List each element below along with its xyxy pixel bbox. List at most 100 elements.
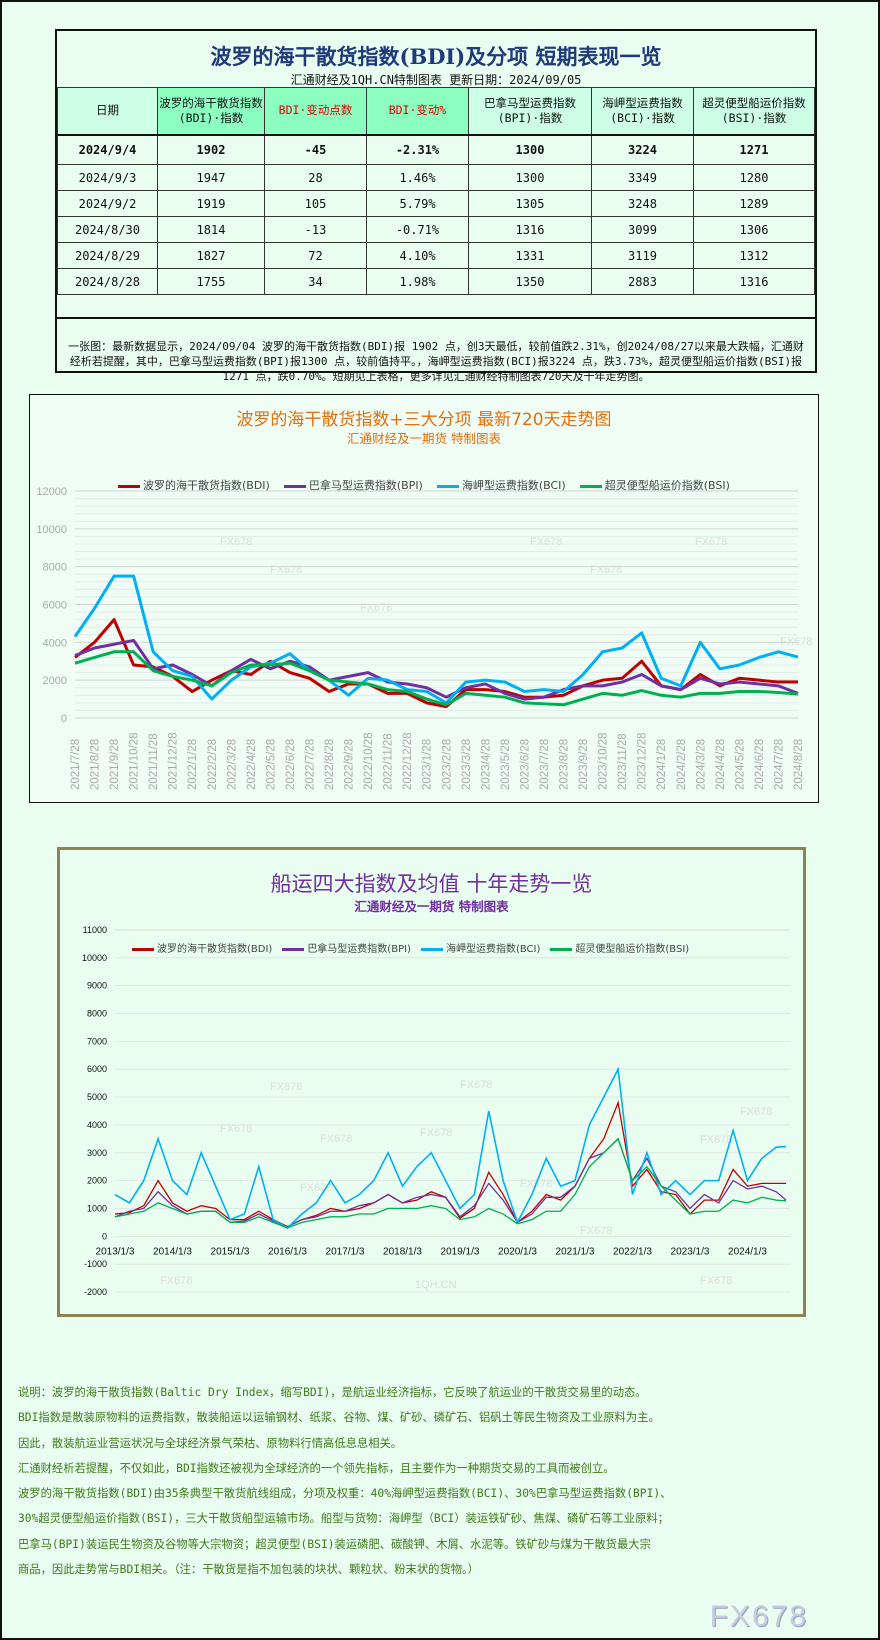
cell-bpi: 1350 <box>468 268 592 295</box>
series-line-bdi <box>114 1100 787 1228</box>
cell-bci: 2883 <box>591 268 694 295</box>
x-tick-label: 2023/12/28 <box>637 732 649 790</box>
cell-date: 2024/9/4 <box>57 133 158 165</box>
x-tick-label: 2022/8/28 <box>324 739 336 790</box>
x-tick-label: 2021/12/28 <box>168 732 180 790</box>
chart1-legend: 波罗的海干散货指数(BDI) 巴拿马型运费指数(BPI) 海岬型运费指数(BCI… <box>118 477 730 493</box>
legend-label: 波罗的海干散货指数(BDI) <box>143 479 270 492</box>
legend-item-bci: 海岬型运费指数(BCI) <box>436 477 566 493</box>
y-tick-label: 8000 <box>87 1009 107 1019</box>
x-tick-label: 2021/9/28 <box>109 739 121 790</box>
table-row: 2024/8/30 1814 -13 -0.71% 1316 3099 1306 <box>57 216 815 243</box>
cell-bdi: 1814 <box>157 216 265 243</box>
watermark: FX678 <box>695 536 727 548</box>
cell-bsi: 1280 <box>693 164 815 191</box>
cell-date: 2024/8/30 <box>57 216 158 243</box>
header-bdi: 波罗的海干散货指数(BDI)·指数 <box>157 87 265 135</box>
watermark: FX678 <box>590 564 622 576</box>
header-bdi-change-pct: BDI·变动% <box>366 87 469 135</box>
cell-bsi: 1316 <box>693 268 815 295</box>
table-row: 2024/9/2 1919 105 5.79% 1305 3248 1289 <box>57 190 815 217</box>
note-line: 巴拿马(BPI)装运民生物资及谷物等大宗物资；超灵便型(BSI)装运磷肥、碳酸钾… <box>18 1537 651 1551</box>
x-tick-label: 2023/6/28 <box>519 739 531 790</box>
cell-change: 28 <box>264 164 367 191</box>
cell-change-pct: -0.71% <box>366 216 469 243</box>
y-tick-label: 10000 <box>36 524 67 536</box>
note-line: 商品，因此走势常与BDI相关。（注：干散货是指不加包装的块状、颗粒状、粉末状的货… <box>18 1563 479 1577</box>
watermark: FX678 <box>160 1275 192 1287</box>
y-tick-label: 5000 <box>87 1092 107 1102</box>
table-title: 波罗的海干散货指数(BDI)及分项 短期表现一览 <box>210 44 662 69</box>
cell-bsi: 1271 <box>693 133 815 165</box>
x-tick-label: 2019/1/3 <box>441 1246 480 1257</box>
x-tick-label: 2022/1/3 <box>613 1246 652 1257</box>
x-tick-label: 2023/1/28 <box>422 739 434 790</box>
x-tick-label: 2022/3/28 <box>226 739 238 790</box>
x-tick-label: 2024/2/28 <box>676 739 688 790</box>
legend-label: 波罗的海干散货指数(BDI) <box>157 944 273 955</box>
explanation-notes: 说明：波罗的海干散货指数(Baltic Dry Index，缩写BDI)，是航运… <box>18 1380 672 1582</box>
chart2-title: 船运四大指数及均值 十年走势一览 <box>270 872 593 896</box>
x-tick-label: 2021/1/3 <box>556 1246 595 1257</box>
watermark: FX678 <box>270 1081 302 1093</box>
y-tick-label: 10000 <box>82 953 107 963</box>
y-tick-label: 1000 <box>87 1203 107 1213</box>
legend-label: 巴拿马型运费指数(BPI) <box>307 944 411 955</box>
watermark: FX678 <box>780 636 812 648</box>
note-line: 因此，散装航运业营运状况与全球经济景气荣枯、原物料行情高低息息相关。 <box>18 1436 403 1450</box>
cell-bdi: 1827 <box>157 242 265 269</box>
y-tick-label: 4000 <box>43 637 67 649</box>
cell-date: 2024/8/29 <box>57 242 158 269</box>
x-tick-label: 2023/11/28 <box>617 733 629 790</box>
x-tick-label: 2021/7/28 <box>70 739 82 790</box>
header-bdi-change: BDI·变动点数 <box>264 87 367 135</box>
legend-item-bpi: 巴拿马型运费指数(BPI) <box>282 940 411 955</box>
x-tick-label: 2022/10/28 <box>363 732 375 790</box>
x-tick-label: 2022/2/28 <box>207 739 219 790</box>
y-tick-label: -2000 <box>84 1287 107 1297</box>
cell-change-pct: 1.98% <box>366 268 469 295</box>
watermark: FX678 <box>700 1134 732 1146</box>
chart2-legend: 波罗的海干散货指数(BDI) 巴拿马型运费指数(BPI) 海岬型运费指数(BCI… <box>132 940 689 955</box>
legend-label: 超灵便型船运价指数(BSI) <box>604 479 730 492</box>
watermark: FX678 <box>460 1079 492 1091</box>
table-row: 2024/9/3 1947 28 1.46% 1300 3349 1280 <box>57 164 815 191</box>
note-line: 30%超灵便型船运价指数(BSI)，三大干散货船型运输市场。船型与货物：海岬型（… <box>18 1512 669 1526</box>
cell-bsi: 1312 <box>693 242 815 269</box>
x-tick-label: 2023/9/28 <box>578 739 590 790</box>
cell-bdi: 1919 <box>157 190 265 217</box>
x-tick-label: 2022/11/28 <box>383 733 395 790</box>
fx678-logo: FX678 <box>709 1600 808 1633</box>
cell-change: -13 <box>264 216 367 243</box>
x-tick-label: 2018/1/3 <box>383 1246 422 1257</box>
legend-label: 海岬型运费指数(BCI) <box>445 944 541 955</box>
cell-bpi: 1331 <box>468 242 592 269</box>
index-table: 日期 波罗的海干散货指数(BDI)·指数 BDI·变动点数 BDI·变动% 巴拿… <box>57 87 815 295</box>
cell-date: 2024/9/2 <box>57 190 158 217</box>
y-tick-label: 2000 <box>43 675 67 687</box>
note-line: 波罗的海干散货指数(BDI)由35条典型干散货航线组成，分项及权重：40%海岬型… <box>18 1487 672 1501</box>
y-tick-label: 6000 <box>87 1064 107 1074</box>
x-tick-label: 2024/1/3 <box>728 1246 767 1257</box>
y-tick-label: 2000 <box>87 1176 107 1186</box>
series-line-bpi <box>114 1137 787 1228</box>
x-tick-label: 2017/1/3 <box>326 1246 365 1257</box>
note-line: BDI指数是散装原物料的运费指数，散装船运以运输钢材、纸浆、谷物、煤、矿砂、磷矿… <box>18 1411 660 1425</box>
watermark: FX678 <box>530 536 562 548</box>
cell-date: 2024/9/3 <box>57 164 158 191</box>
cell-bci: 3248 <box>591 190 694 217</box>
watermark: FX678 <box>580 1225 612 1237</box>
x-tick-label: 2023/3/28 <box>461 739 473 790</box>
cell-change-pct: 1.46% <box>366 164 469 191</box>
x-tick-label: 2023/1/3 <box>671 1246 710 1257</box>
x-tick-label: 2022/9/28 <box>344 739 356 790</box>
y-tick-label: 0 <box>102 1231 107 1241</box>
series-line-bci <box>114 1066 787 1229</box>
x-tick-label: 2015/1/3 <box>211 1246 250 1257</box>
legend-label: 超灵便型船运价指数(BSI) <box>575 944 690 955</box>
x-tick-label: 2021/10/28 <box>129 732 141 790</box>
cell-bsi: 1289 <box>693 190 815 217</box>
header-bci: 海岬型运费指数(BCI)·指数 <box>591 87 694 135</box>
cell-change: -45 <box>264 133 367 165</box>
x-tick-label: 2024/5/28 <box>734 739 746 790</box>
